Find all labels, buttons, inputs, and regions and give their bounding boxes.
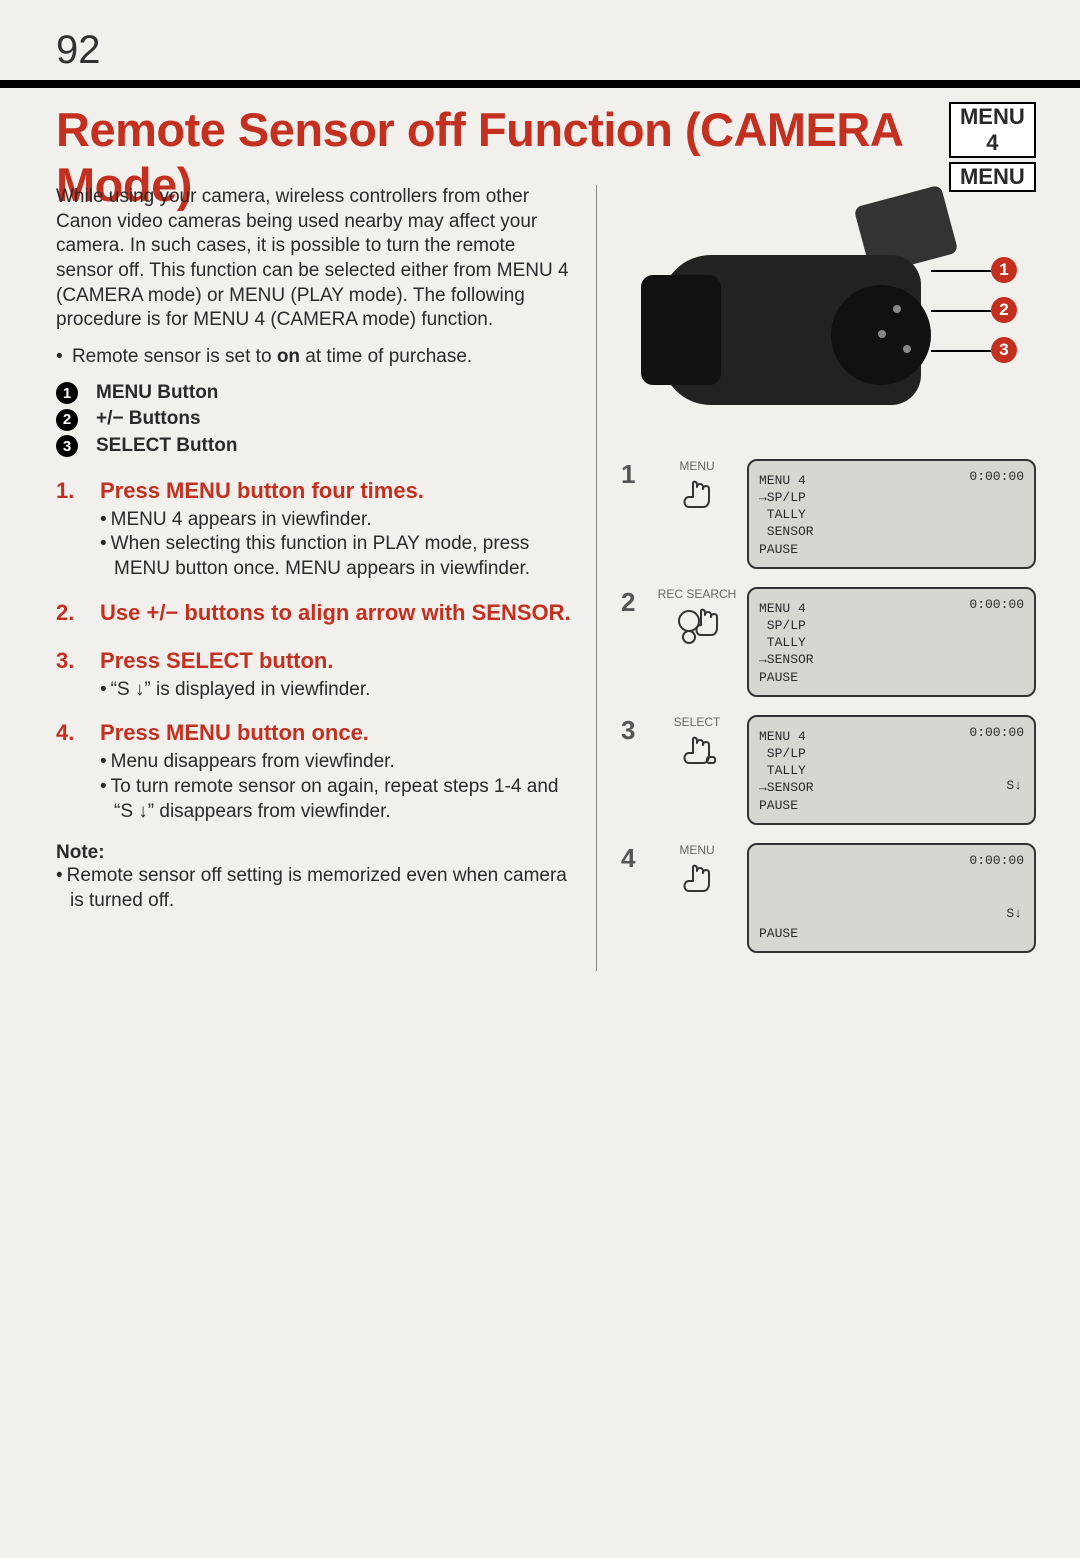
menu-line: TALLY <box>759 507 1024 524</box>
intro-bullet-bold: on <box>277 346 300 367</box>
menu-line: →SENSOR <box>759 652 1024 669</box>
step-body: Use +/− buttons to align arrow with SENS… <box>100 600 576 630</box>
menu-line: SP/LP <box>759 746 1024 763</box>
page-number: 92 <box>56 28 101 73</box>
viewfinder-step-number: 2 <box>621 587 647 618</box>
timecode: 0:00:00 <box>969 725 1024 742</box>
hand-box: MENU <box>647 459 747 528</box>
viewfinder-step-number: 3 <box>621 715 647 746</box>
hand-label: MENU <box>647 459 747 473</box>
right-column: 1 2 3 1 MENU 0:00:00 MENU 4 →SP/LP TALLY… <box>596 185 1036 971</box>
menu-line: TALLY <box>759 763 1024 780</box>
sensor-off-indicator: S↓ <box>1006 906 1022 923</box>
callout-line <box>931 350 991 352</box>
step: 3. Press SELECT button. “S ↓” is display… <box>56 648 576 703</box>
hand-press-icon <box>673 731 721 779</box>
pause-indicator: PAUSE <box>759 926 798 943</box>
menu-line: TALLY <box>759 635 1024 652</box>
pause-indicator: PAUSE <box>759 670 798 687</box>
callout-line <box>931 270 991 272</box>
menu-line: SENSOR <box>759 524 1024 541</box>
step: 2. Use +/− buttons to align arrow with S… <box>56 600 576 630</box>
viewfinder-step: 2 REC SEARCH 0:00:00 MENU 4 SP/LP TALLY … <box>621 587 1036 697</box>
menu-badges: MENU 4 MENU <box>949 102 1036 192</box>
menu-line: SP/LP <box>759 618 1024 635</box>
hand-label: SELECT <box>647 715 747 729</box>
hand-box: REC SEARCH <box>647 587 747 656</box>
button-list-row: 2 +/− Buttons <box>56 406 576 433</box>
step-number: 2. <box>56 600 100 630</box>
step-number: 4. <box>56 720 100 824</box>
viewfinder-screen: 0:00:00 MENU 4 →SP/LP TALLY SENSOR PAUSE <box>747 459 1036 569</box>
step-sub: MENU 4 appears in viewfinder. <box>100 508 576 533</box>
menu-badge: MENU 4 <box>949 102 1036 158</box>
intro-bullet: Remote sensor is set to on at time of pu… <box>56 345 576 370</box>
timecode: 0:00:00 <box>969 469 1024 486</box>
step-title: Press MENU button once. <box>100 720 576 746</box>
step-body: Press MENU button once. Menu disappears … <box>100 720 576 824</box>
note-heading: Note: <box>56 842 576 864</box>
hand-label: REC SEARCH <box>647 587 747 601</box>
callout-badge: 2 <box>991 297 1017 323</box>
step-number: 1. <box>56 478 100 582</box>
intro-paragraph: While using your camera, wireless contro… <box>56 185 576 333</box>
callout-badge: 1 <box>991 257 1017 283</box>
hand-box: MENU <box>647 843 747 912</box>
num-circle-icon: 2 <box>56 409 78 431</box>
num-circle-icon: 1 <box>56 382 78 404</box>
camera-lens-shape <box>641 275 721 385</box>
step-body: Press SELECT button. “S ↓” is displayed … <box>100 648 576 703</box>
step: 4. Press MENU button once. Menu disappea… <box>56 720 576 824</box>
viewfinder-step: 4 MENU 0:00:00 S↓ PAUSE <box>621 843 1036 953</box>
callout-line <box>931 310 991 312</box>
button-label: MENU Button <box>96 380 218 407</box>
viewfinder-screen: 0:00:00 S↓ PAUSE <box>747 843 1036 953</box>
step-title: Press SELECT button. <box>100 648 576 674</box>
step-sub: Menu disappears from viewfinder. <box>100 750 576 775</box>
camera-illustration: 1 2 3 <box>621 185 1021 435</box>
left-column: While using your camera, wireless contro… <box>56 185 596 971</box>
step-body: Press MENU button four times. MENU 4 app… <box>100 478 576 582</box>
callout-badge: 3 <box>991 337 1017 363</box>
menu-line: →SP/LP <box>759 490 1024 507</box>
camera-dot <box>878 330 886 338</box>
note-body: Remote sensor off setting is memorized e… <box>56 864 576 913</box>
step-number: 3. <box>56 648 100 703</box>
button-label: SELECT Button <box>96 433 237 460</box>
step-sub: When selecting this function in PLAY mod… <box>100 532 576 581</box>
camera-dot <box>903 345 911 353</box>
timecode: 0:00:00 <box>969 853 1024 870</box>
viewfinder-step-number: 1 <box>621 459 647 490</box>
viewfinder-step: 3 SELECT 0:00:00 MENU 4 SP/LP TALLY →SEN… <box>621 715 1036 825</box>
step-sub: “S ↓” is displayed in viewfinder. <box>100 678 576 703</box>
num-circle-icon: 3 <box>56 435 78 457</box>
hand-label: MENU <box>647 843 747 857</box>
viewfinder-screen: 0:00:00 MENU 4 SP/LP TALLY →SENSOR PAUSE <box>747 587 1036 697</box>
button-list-row: 3 SELECT Button <box>56 433 576 460</box>
hand-press-icon <box>673 859 721 907</box>
camera-dot <box>893 305 901 313</box>
intro-bullet-prefix: Remote sensor is set to <box>72 346 277 367</box>
pause-indicator: PAUSE <box>759 798 798 815</box>
top-rule <box>0 80 1080 88</box>
sensor-off-indicator: S↓ <box>1006 778 1022 795</box>
hand-box: SELECT <box>647 715 747 784</box>
step-sub: To turn remote sensor on again, repeat s… <box>100 775 576 824</box>
timecode: 0:00:00 <box>969 597 1024 614</box>
step: 1. Press MENU button four times. MENU 4 … <box>56 478 576 582</box>
pause-indicator: PAUSE <box>759 542 798 559</box>
menu-line: →SENSOR <box>759 780 1024 797</box>
button-callout-list: 1 MENU Button 2 +/− Buttons 3 SELECT But… <box>56 380 576 460</box>
button-label: +/− Buttons <box>96 406 201 433</box>
intro-bullet-suffix: at time of purchase. <box>300 346 472 367</box>
viewfinder-step-number: 4 <box>621 843 647 874</box>
step-title: Use +/− buttons to align arrow with SENS… <box>100 600 576 626</box>
step-title: Press MENU button four times. <box>100 478 576 504</box>
viewfinder-step: 1 MENU 0:00:00 MENU 4 →SP/LP TALLY SENSO… <box>621 459 1036 569</box>
hand-press-icon <box>673 603 721 651</box>
viewfinder-screen: 0:00:00 MENU 4 SP/LP TALLY →SENSOR S↓ PA… <box>747 715 1036 825</box>
hand-press-icon <box>673 475 721 523</box>
button-list-row: 1 MENU Button <box>56 380 576 407</box>
content-columns: While using your camera, wireless contro… <box>56 185 1036 971</box>
